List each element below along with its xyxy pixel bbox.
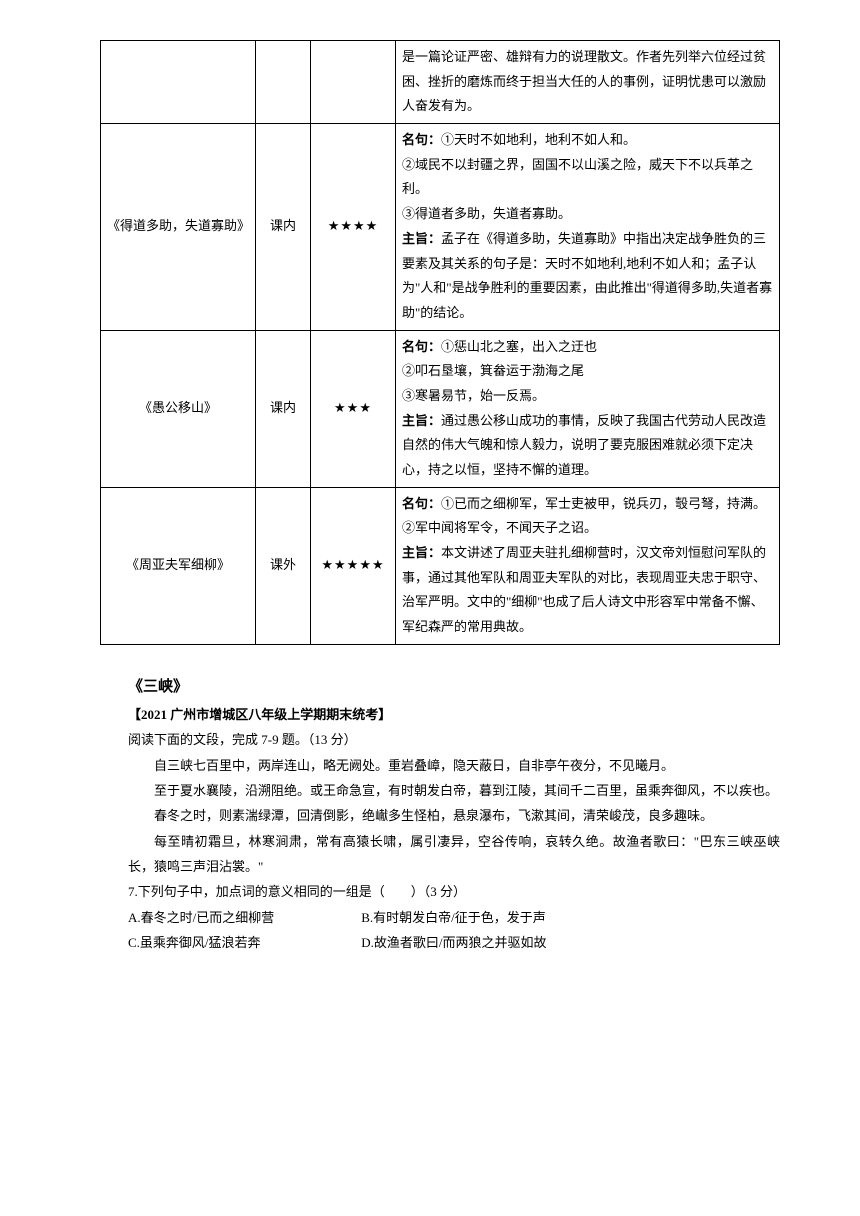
content-line: ③寒暑易节，始一反焉。: [402, 384, 773, 409]
content-text: ③得道者多助，失道者寡助。: [402, 206, 571, 221]
table-row: 是一篇论证严密、雄辩有力的说理散文。作者先列举六位经过贫困、挫折的磨炼而终于担当…: [101, 41, 780, 124]
content-text: 孟子在《得道多助，失道寡助》中指出决定战争胜负的三要素及其关系的句子是：天时不如…: [402, 231, 772, 320]
content-line: ②域民不以封疆之界，固国不以山溪之险，威天下不以兵革之利。: [402, 153, 773, 202]
text-type-cell: [256, 41, 311, 124]
content-text: ①天时不如地利，地利不如人和。: [441, 132, 636, 147]
text-title-cell: 《得道多助，失道寡助》: [101, 124, 256, 331]
q7-opt-b: B.有时朝发白帝/征于色，发于声: [361, 910, 546, 925]
content-text: ②域民不以封疆之界，固国不以山溪之险，威天下不以兵革之利。: [402, 157, 753, 197]
content-label: 名句：: [402, 339, 441, 354]
star-rating-cell: [311, 41, 396, 124]
content-line: 主旨：通过愚公移山成功的事情，反映了我国古代劳动人民改造自然的伟大气魄和惊人毅力…: [402, 409, 773, 483]
text-type-cell: 课内: [256, 124, 311, 331]
content-line: 主旨：本文讲述了周亚夫驻扎细柳营时，汉文帝刘恒慰问军队的事，通过其他军队和周亚夫…: [402, 541, 773, 640]
table-row: 《愚公移山》课内★★★名句：①惩山北之塞，出入之迂也②叩石垦壤，箕畚运于渤海之尾…: [101, 330, 780, 487]
content-text: ①惩山北之塞，出入之迂也: [441, 339, 597, 354]
section-title: 《三峡》: [128, 673, 780, 702]
text-title-cell: 《周亚夫军细柳》: [101, 487, 256, 644]
content-line: 名句：①天时不如地利，地利不如人和。: [402, 128, 773, 153]
content-line: 名句：①惩山北之塞，出入之迂也: [402, 335, 773, 360]
q7-opt-d: D.故渔者歌曰/而两狼之并驱如故: [361, 935, 546, 950]
star-rating-cell: ★★★: [311, 330, 396, 487]
q7-opt-a: A.春冬之时/已而之细柳营: [128, 905, 358, 930]
content-line: 名句：①已而之细柳军，军士吏被甲，锐兵刃，彀弓弩，持满。 ②军中闻将军令，不闻天…: [402, 492, 773, 541]
content-cell: 名句：①天时不如地利，地利不如人和。 ②域民不以封疆之界，固国不以山溪之险，威天下…: [396, 124, 780, 331]
star-rating-cell: ★★★★★: [311, 487, 396, 644]
content-label: 名句：: [402, 132, 441, 147]
text-type-cell: 课外: [256, 487, 311, 644]
q7-opt-c: C.虽乘奔御风/猛浪若奔: [128, 930, 358, 955]
content-cell: 名句：①惩山北之塞，出入之迂也 ②叩石垦壤，箕畚运于渤海之尾 ③寒暑易节，始一反焉。…: [396, 330, 780, 487]
passage-paragraph: 至于夏水襄陵，沿溯阻绝。或王命急宣，有时朝发白帝，暮到江陵，其间千二百里，虽乘奔…: [128, 778, 780, 803]
content-text: 是一篇论证严密、雄辩有力的说理散文。作者先列举六位经过贫困、挫折的磨炼而终于担当…: [402, 49, 766, 113]
q7-options-row1: A.春冬之时/已而之细柳营 B.有时朝发白帝/征于色，发于声: [128, 905, 780, 930]
content-cell: 是一篇论证严密、雄辩有力的说理散文。作者先列举六位经过贫困、挫折的磨炼而终于担当…: [396, 41, 780, 124]
q7-options-row2: C.虽乘奔御风/猛浪若奔 D.故渔者歌曰/而两狼之并驱如故: [128, 930, 780, 955]
section-subtitle: 【2021 广州市增城区八年级上学期期末统考】: [128, 702, 780, 727]
passage-paragraph: 自三峡七百里中，两岸连山，略无阙处。重岩叠嶂，隐天蔽日，自非亭午夜分，不见曦月。: [128, 753, 780, 778]
passage-paragraph: 每至晴初霜旦，林寒涧肃，常有高猿长啸，属引凄异，空谷传响，哀转久绝。故渔者歌曰：…: [128, 829, 780, 880]
text-title-cell: [101, 41, 256, 124]
content-label: 主旨：: [402, 545, 441, 560]
content-text: 本文讲述了周亚夫驻扎细柳营时，汉文帝刘恒慰问军队的事，通过其他军队和周亚夫军队的…: [402, 545, 766, 634]
text-type-cell: 课内: [256, 330, 311, 487]
content-line: 主旨：孟子在《得道多助，失道寡助》中指出决定战争胜负的三要素及其关系的句子是：天…: [402, 227, 773, 326]
table-row: 《周亚夫军细柳》课外★★★★★名句：①已而之细柳军，军士吏被甲，锐兵刃，彀弓弩，…: [101, 487, 780, 644]
q7-stem: 7.下列句子中，加点词的意义相同的一组是（ ）（3 分）: [128, 879, 780, 904]
content-text: ③寒暑易节，始一反焉。: [402, 388, 545, 403]
content-label: 名句：: [402, 496, 441, 511]
content-text: ①已而之细柳军，军士吏被甲，锐兵刃，彀弓弩，持满。 ②军中闻将军令，不闻天子之诏…: [402, 496, 773, 536]
table-row: 《得道多助，失道寡助》课内★★★★名句：①天时不如地利，地利不如人和。②域民不以…: [101, 124, 780, 331]
content-label: 主旨：: [402, 231, 441, 246]
section-lead: 阅读下面的文段，完成 7-9 题。（13 分）: [128, 727, 780, 752]
content-label: 主旨：: [402, 413, 441, 428]
content-line: ②叩石垦壤，箕畚运于渤海之尾: [402, 359, 773, 384]
passage-paragraph: 春冬之时，则素湍绿潭，回清倒影，绝𪩘多生怪柏，悬泉瀑布，飞漱其间，清荣峻茂，良多…: [128, 803, 780, 828]
content-text: ②叩石垦壤，箕畚运于渤海之尾: [402, 363, 584, 378]
content-line: ③得道者多助，失道者寡助。: [402, 202, 773, 227]
star-rating-cell: ★★★★: [311, 124, 396, 331]
content-text: 通过愚公移山成功的事情，反映了我国古代劳动人民改造自然的伟大气魄和惊人毅力，说明…: [402, 413, 766, 477]
content-line: 是一篇论证严密、雄辩有力的说理散文。作者先列举六位经过贫困、挫折的磨炼而终于担当…: [402, 45, 773, 119]
reading-section: 《三峡》 【2021 广州市增城区八年级上学期期末统考】 阅读下面的文段，完成 …: [100, 673, 780, 956]
study-table: 是一篇论证严密、雄辩有力的说理散文。作者先列举六位经过贫困、挫折的磨炼而终于担当…: [100, 40, 780, 645]
text-title-cell: 《愚公移山》: [101, 330, 256, 487]
content-cell: 名句：①已而之细柳军，军士吏被甲，锐兵刃，彀弓弩，持满。 ②军中闻将军令，不闻天…: [396, 487, 780, 644]
